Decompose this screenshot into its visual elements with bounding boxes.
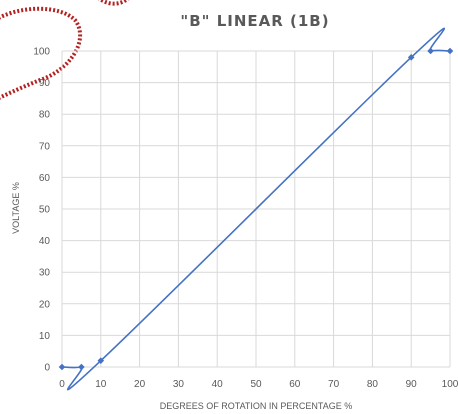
x-tick-label: 100 [442, 379, 458, 390]
y-tick-label: 10 [39, 331, 51, 342]
x-tick-label: 80 [367, 379, 379, 390]
y-axis-ticks: 0 10 20 30 40 50 60 70 80 90 100 [33, 47, 50, 374]
y-tick-label: 90 [39, 78, 51, 89]
chart-title: "B" LINEAR (1B) [180, 12, 329, 30]
x-axis-ticks: 0 10 20 30 40 50 60 70 80 90 100 [59, 379, 458, 390]
y-tick-label: 60 [39, 173, 51, 184]
x-tick-label: 90 [406, 379, 418, 390]
x-tick-label: 60 [289, 379, 301, 390]
data-point-marker [446, 47, 454, 55]
y-tick-label: 40 [39, 236, 51, 247]
decorative-dotted-loop [0, 0, 130, 102]
y-tick-label: 20 [39, 299, 51, 310]
y-tick-label: 100 [33, 47, 50, 58]
data-point-marker [78, 363, 85, 371]
x-tick-label: 50 [250, 379, 262, 390]
y-tick-label: 30 [39, 268, 51, 279]
y-tick-label: 50 [39, 205, 51, 216]
series-group [58, 27, 454, 391]
y-tick-label: 80 [39, 110, 51, 121]
x-tick-label: 0 [59, 379, 65, 390]
data-point-marker [407, 54, 415, 61]
y-axis-title: VOLTAGE % [11, 182, 21, 234]
x-tick-label: 30 [173, 379, 185, 390]
y-tick-label: 0 [44, 363, 50, 374]
x-tick-label: 10 [95, 379, 107, 390]
data-point-marker [58, 363, 66, 371]
x-tick-label: 40 [212, 379, 224, 390]
data-point-marker [427, 47, 434, 55]
data-point-marker [97, 357, 105, 364]
x-tick-label: 70 [328, 379, 340, 390]
y-tick-label: 70 [39, 141, 51, 152]
x-axis-title: DEGREES OF ROTATION IN PERCENTAGE % [160, 401, 353, 411]
x-tick-label: 20 [134, 379, 146, 390]
